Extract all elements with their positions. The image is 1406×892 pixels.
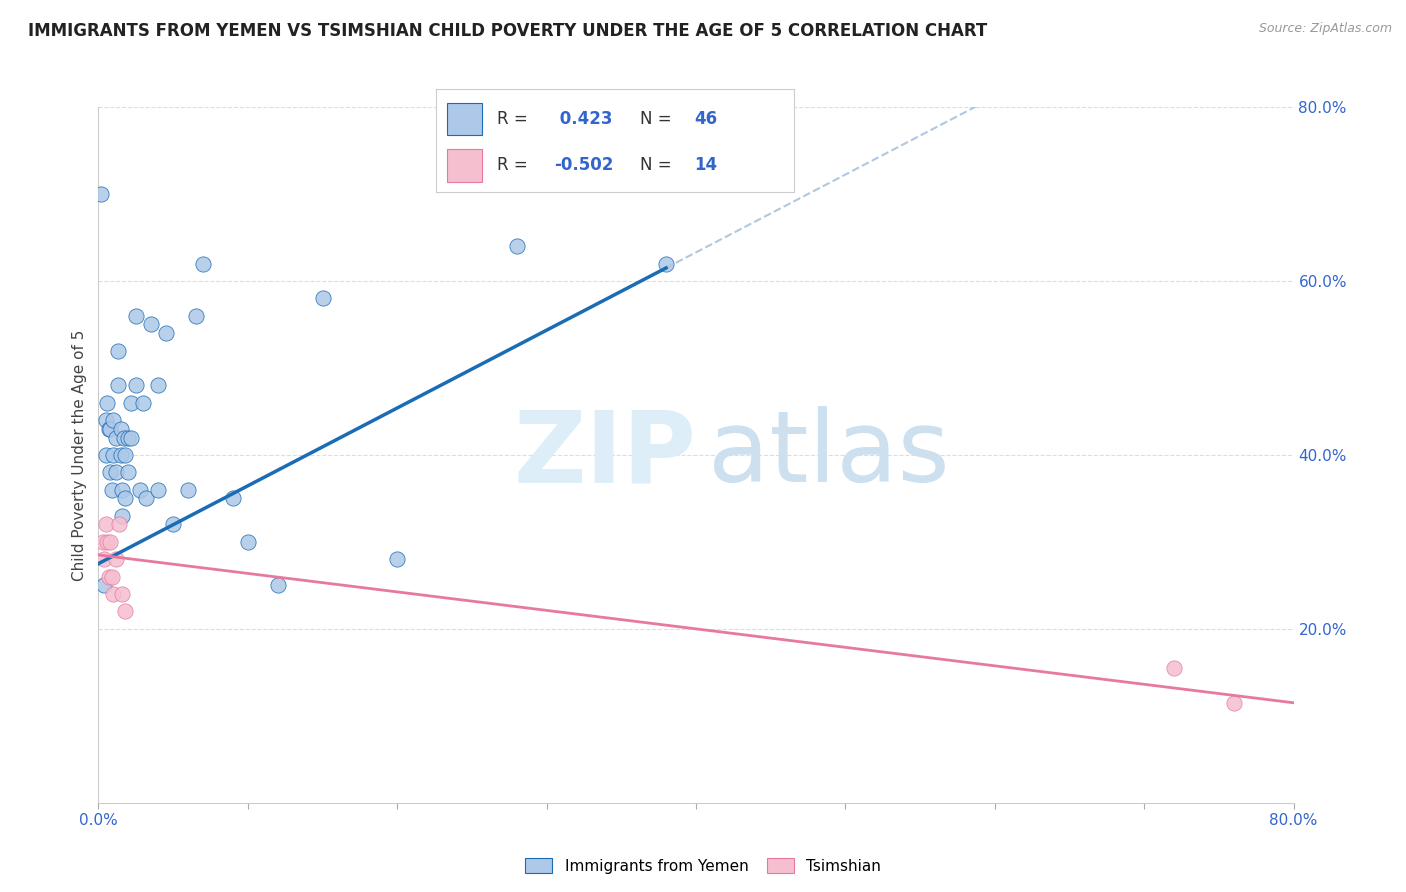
Point xyxy=(108,517,131,532)
Point xyxy=(125,378,148,392)
Point xyxy=(107,378,129,392)
Point xyxy=(101,570,124,584)
Point xyxy=(110,448,132,462)
Point xyxy=(132,396,155,410)
Text: N =: N = xyxy=(640,156,678,174)
Text: R =: R = xyxy=(496,156,533,174)
Point xyxy=(91,534,114,549)
Point xyxy=(110,422,132,436)
Point xyxy=(148,483,170,497)
Text: Source: ZipAtlas.com: Source: ZipAtlas.com xyxy=(1258,22,1392,36)
Point xyxy=(105,431,128,445)
Point xyxy=(114,605,136,619)
Point xyxy=(103,587,125,601)
Point xyxy=(125,309,148,323)
Text: 14: 14 xyxy=(695,156,717,174)
FancyBboxPatch shape xyxy=(447,103,482,136)
Point xyxy=(120,431,142,445)
Text: atlas: atlas xyxy=(709,407,949,503)
Text: 0.423: 0.423 xyxy=(554,110,613,128)
Point xyxy=(155,326,177,340)
Point xyxy=(93,578,115,592)
Point xyxy=(101,483,124,497)
Text: N =: N = xyxy=(640,110,678,128)
Point xyxy=(112,431,135,445)
Text: ZIP: ZIP xyxy=(513,407,696,503)
Point xyxy=(111,483,134,497)
Point xyxy=(267,578,290,592)
Point xyxy=(105,466,128,480)
Y-axis label: Child Poverty Under the Age of 5: Child Poverty Under the Age of 5 xyxy=(72,329,87,581)
Text: IMMIGRANTS FROM YEMEN VS TSIMSHIAN CHILD POVERTY UNDER THE AGE OF 5 CORRELATION : IMMIGRANTS FROM YEMEN VS TSIMSHIAN CHILD… xyxy=(28,22,987,40)
Point xyxy=(129,483,152,497)
Point xyxy=(100,422,122,436)
Point xyxy=(191,256,214,270)
Point xyxy=(139,318,162,332)
Point xyxy=(1223,696,1246,710)
Point xyxy=(184,309,207,323)
Point xyxy=(655,256,678,270)
Point xyxy=(97,422,120,436)
Point xyxy=(103,413,125,427)
Point xyxy=(177,483,200,497)
Point xyxy=(96,534,118,549)
Point xyxy=(111,587,134,601)
Legend: Immigrants from Yemen, Tsimshian: Immigrants from Yemen, Tsimshian xyxy=(519,852,887,880)
Point xyxy=(94,413,117,427)
Point xyxy=(93,552,115,566)
Point xyxy=(90,187,112,202)
Point xyxy=(114,448,136,462)
Point xyxy=(100,466,122,480)
Point xyxy=(222,491,245,506)
Point xyxy=(94,448,117,462)
Point xyxy=(506,239,529,253)
Point xyxy=(117,431,139,445)
Point xyxy=(100,534,122,549)
Text: 46: 46 xyxy=(695,110,717,128)
Text: -0.502: -0.502 xyxy=(554,156,613,174)
Point xyxy=(148,378,170,392)
Point xyxy=(94,517,117,532)
Point xyxy=(162,517,184,532)
Point xyxy=(96,396,118,410)
Point xyxy=(97,570,120,584)
Point xyxy=(114,491,136,506)
Point xyxy=(103,448,125,462)
Point xyxy=(117,466,139,480)
Point xyxy=(135,491,157,506)
Point xyxy=(107,343,129,358)
Point xyxy=(311,291,333,305)
FancyBboxPatch shape xyxy=(447,149,482,181)
Point xyxy=(385,552,409,566)
Text: R =: R = xyxy=(496,110,533,128)
Point xyxy=(236,534,259,549)
Point xyxy=(120,396,142,410)
Point xyxy=(111,508,134,523)
Point xyxy=(105,552,128,566)
Point xyxy=(1163,661,1185,675)
